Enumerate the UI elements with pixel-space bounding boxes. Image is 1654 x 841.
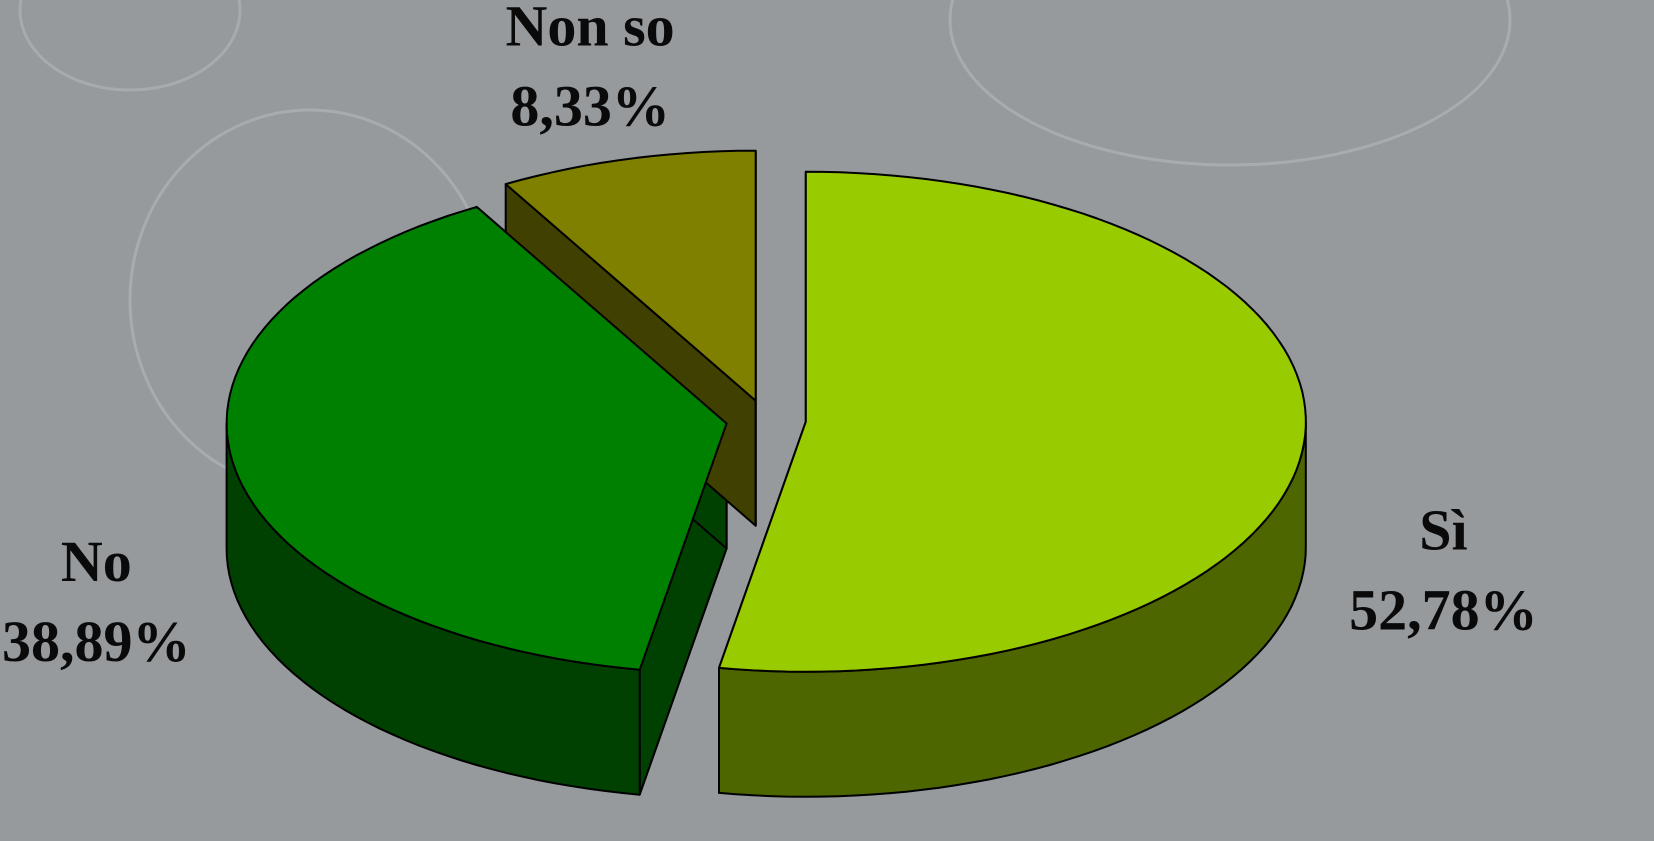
category-label: Sì bbox=[1419, 498, 1467, 563]
value-label: 38,89% bbox=[2, 609, 191, 674]
sphere-decoration bbox=[20, 0, 240, 90]
category-label: No bbox=[61, 529, 132, 594]
category-label: Non so bbox=[505, 0, 674, 59]
pie-tops bbox=[227, 151, 1306, 672]
value-label: 8,33% bbox=[510, 74, 670, 139]
value-label: 52,78% bbox=[1349, 578, 1538, 643]
sphere-decoration bbox=[950, 0, 1510, 165]
chart: Sì 52,78% No 38,89% Non so 8,33% bbox=[0, 0, 1654, 841]
